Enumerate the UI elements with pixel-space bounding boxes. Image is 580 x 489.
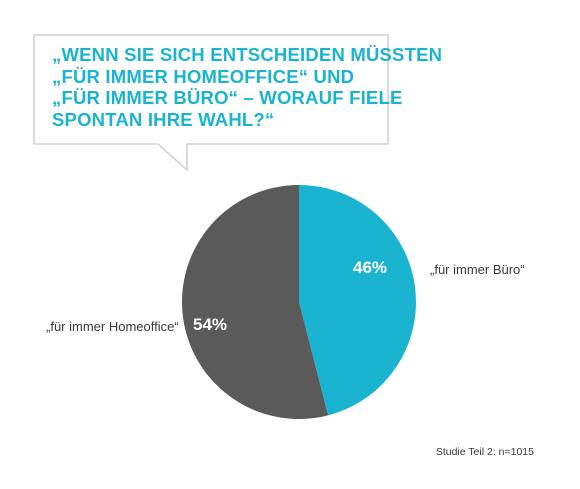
question-line: „FÜR IMMER BÜRO“ – WORAUF FIELE [52,87,403,108]
question-line: „WENN SIE SICH ENTSCHEIDEN MÜSSTEN [52,44,443,65]
slice-value-homeoffice: 54% [193,315,228,334]
pie-chart [181,185,416,419]
pie-slice [181,185,329,419]
slice-label-homeoffice: „für immer Homeoffice“ [46,319,179,334]
speech-bubble [33,34,389,172]
slice-value-buero: 46% [353,258,388,277]
source-note: Studie Teil 2: n=1015 [435,446,534,458]
pie-slice [299,185,416,416]
question-line: „FÜR IMMER HOMEOFFICE“ UND [52,65,355,87]
question-line: SPONTAN IHRE WAHL?“ [52,108,275,130]
question-title: „WENN SIE SICH ENTSCHEIDEN MÜSSTEN „FÜR … [52,44,443,130]
slice-label-buero: „für immer Büro“ [430,262,525,277]
